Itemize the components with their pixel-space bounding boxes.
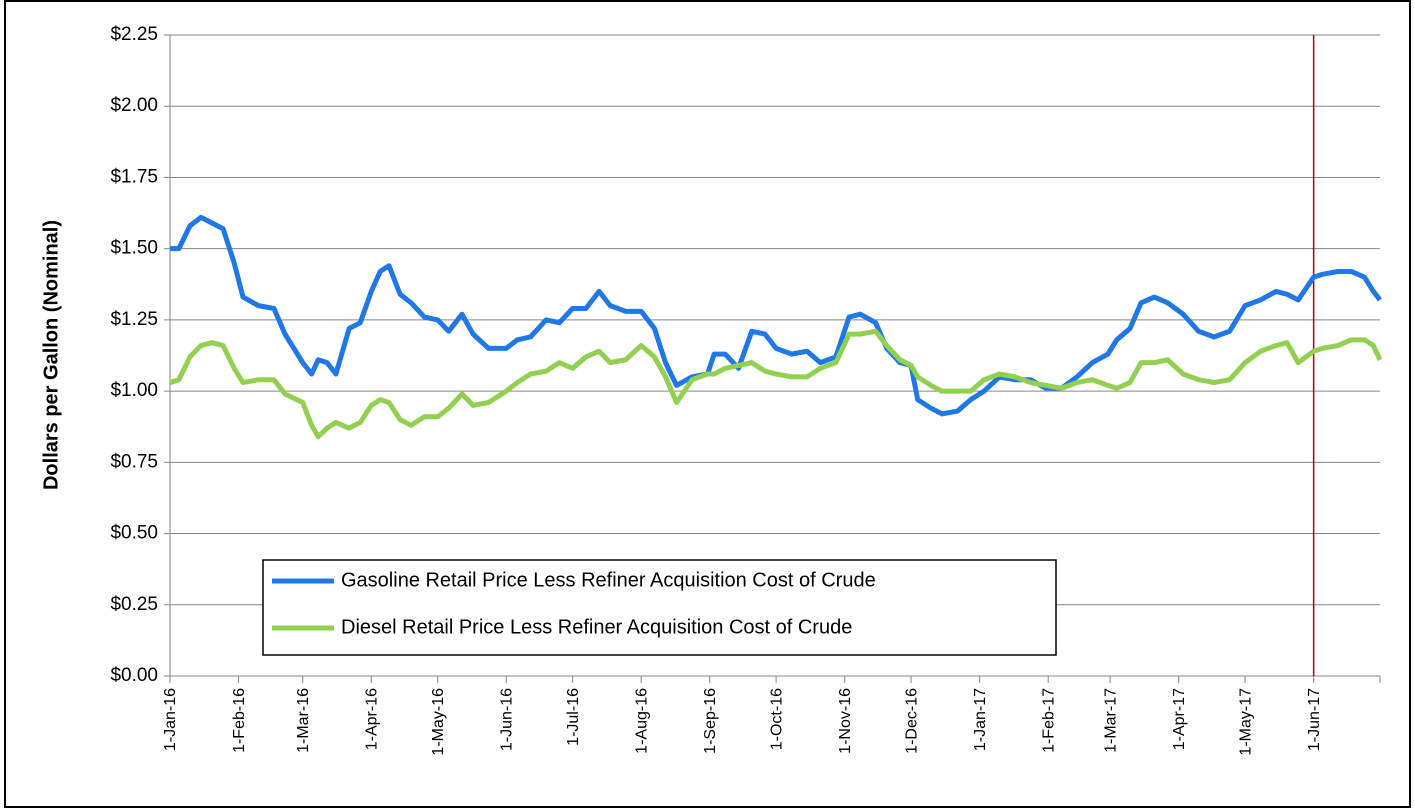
x-tick-label: 1-May-17 xyxy=(1237,688,1254,756)
y-tick-label: $0.00 xyxy=(110,665,158,686)
x-tick-label: 1-Feb-17 xyxy=(1040,688,1057,753)
x-tick-label: 1-Sep-16 xyxy=(702,688,719,754)
series-line xyxy=(170,214,1382,417)
x-tick-label: 1-Nov-16 xyxy=(837,688,854,754)
y-tick-label: $0.75 xyxy=(110,451,158,472)
y-tick-label: $0.50 xyxy=(110,523,158,544)
x-tick-label: 1-Feb-16 xyxy=(231,688,248,753)
x-tick-label: 1-Aug-16 xyxy=(633,688,650,754)
y-tick-label: $1.25 xyxy=(110,309,158,330)
x-tick-label: 1-Mar-16 xyxy=(295,688,312,753)
x-tick-label: 1-Jan-17 xyxy=(972,688,989,751)
x-tick-label: 1-May-16 xyxy=(430,688,447,756)
y-tick-label: $1.75 xyxy=(110,166,158,187)
x-tick-label: 1-Apr-17 xyxy=(1171,688,1188,750)
x-tick-label: 1-Jun-16 xyxy=(498,688,515,751)
y-tick-label: $0.25 xyxy=(110,594,158,615)
y-tick-label: $2.00 xyxy=(110,95,158,116)
y-axis-label: Dollars per Gallon (Nominal) xyxy=(40,220,62,490)
frame xyxy=(4,0,1411,808)
y-tick-label: $2.25 xyxy=(110,24,158,45)
x-tick-label: 1-Jun-17 xyxy=(1306,688,1323,751)
x-tick-label: 1-Jan-16 xyxy=(162,688,179,751)
x-tick-label: 1-Dec-16 xyxy=(903,688,920,754)
legend-box xyxy=(262,559,1057,656)
x-tick-label: 1-Apr-16 xyxy=(364,688,381,750)
x-tick-label: 1-Oct-16 xyxy=(768,688,785,750)
series-line xyxy=(169,328,1383,440)
x-tick-label: 1-Mar-17 xyxy=(1102,688,1119,753)
legend: Gasoline Retail Price Less Refiner Acqui… xyxy=(262,559,1057,656)
x-tick-label: 1-Jul-16 xyxy=(565,688,582,746)
y-tick-label: $1.50 xyxy=(110,238,158,259)
legend-label: Diesel Retail Price Less Refiner Acquisi… xyxy=(341,616,852,638)
legend-label: Gasoline Retail Price Less Refiner Acqui… xyxy=(341,569,876,591)
y-tick-label: $1.00 xyxy=(110,380,158,401)
